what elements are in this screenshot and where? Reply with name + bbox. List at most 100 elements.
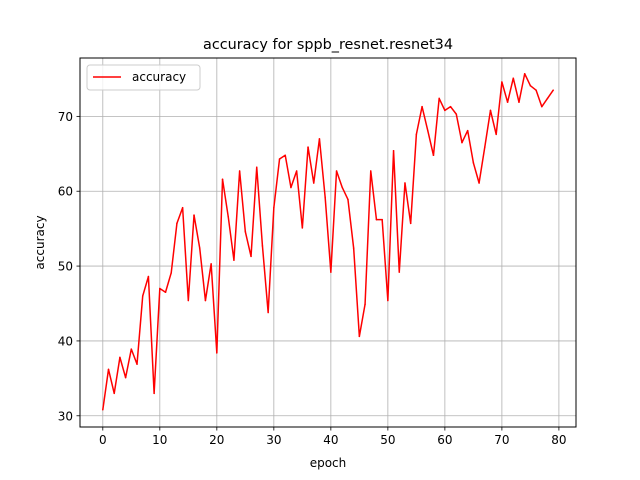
data-point — [478, 182, 480, 184]
chart-title: accuracy for sppb_resnet.resnet34 — [203, 37, 453, 53]
data-point — [159, 287, 161, 290]
data-point — [387, 299, 389, 302]
x-tick-label: 40 — [323, 433, 338, 447]
data-point — [278, 158, 281, 160]
data-point — [176, 222, 178, 225]
data-point — [318, 138, 321, 140]
data-point — [552, 89, 554, 91]
data-point — [466, 129, 469, 132]
x-tick-label: 50 — [380, 433, 395, 447]
data-point — [375, 218, 378, 221]
data-point — [529, 84, 532, 87]
data-point — [267, 311, 269, 314]
data-point — [238, 170, 241, 172]
data-point — [119, 356, 121, 359]
data-point — [324, 196, 326, 198]
x-tick-label: 70 — [494, 433, 509, 447]
data-point — [244, 230, 247, 233]
data-point — [312, 182, 315, 184]
data-point — [449, 105, 452, 108]
x-tick-label: 80 — [551, 433, 566, 447]
data-point — [364, 303, 366, 305]
data-point — [546, 97, 549, 100]
y-tick-label: 70 — [58, 110, 73, 124]
data-point — [153, 392, 155, 395]
data-point — [352, 247, 355, 249]
data-point — [489, 109, 492, 112]
data-point — [250, 255, 252, 258]
data-point — [210, 263, 212, 265]
legend-label-accuracy: accuracy — [132, 70, 186, 84]
tick-layer: 0 10 20 30 40 50 60 70 80 30 40 50 60 70 — [58, 110, 567, 447]
data-point — [255, 166, 258, 169]
data-point — [335, 170, 338, 172]
data-point — [284, 154, 286, 157]
data-point — [198, 247, 201, 249]
data-point — [392, 150, 395, 152]
data-point — [398, 271, 401, 273]
data-point — [512, 77, 515, 79]
data-point — [427, 129, 429, 132]
data-point — [461, 141, 463, 144]
data-point — [358, 335, 361, 338]
data-point — [107, 368, 110, 371]
data-point — [404, 182, 406, 184]
data-point — [204, 299, 207, 302]
data-point — [438, 97, 440, 100]
data-point — [124, 376, 127, 379]
data-point — [170, 272, 172, 274]
data-point — [227, 215, 229, 218]
data-point — [187, 299, 190, 302]
series-layer — [102, 72, 554, 411]
data-point — [409, 222, 412, 225]
data-point — [495, 133, 497, 136]
data-point — [535, 89, 537, 91]
legend: accuracy — [86, 64, 201, 91]
y-tick-label: 40 — [58, 334, 73, 348]
data-point — [432, 154, 435, 157]
data-point — [541, 105, 543, 108]
data-point — [261, 245, 264, 247]
data-point — [444, 109, 446, 112]
data-point — [273, 206, 275, 209]
data-point — [421, 105, 423, 108]
data-point — [415, 133, 418, 136]
data-point — [113, 392, 115, 395]
data-point — [501, 81, 503, 83]
data-point — [518, 101, 520, 103]
data-point — [301, 227, 304, 229]
data-point — [221, 178, 224, 181]
data-point — [290, 186, 292, 189]
data-point — [164, 291, 167, 294]
y-axis-label: accuracy — [33, 215, 47, 269]
x-tick-label: 20 — [209, 433, 224, 447]
data-point — [102, 409, 104, 411]
data-point — [147, 275, 150, 278]
x-tick-label: 30 — [266, 433, 281, 447]
y-tick-label: 50 — [58, 260, 73, 274]
data-point — [472, 162, 475, 164]
x-axis-label: epoch — [310, 456, 347, 470]
data-point — [523, 72, 526, 75]
data-point — [130, 348, 133, 350]
series-line-accuracy — [102, 72, 554, 410]
data-point — [484, 146, 486, 148]
data-point — [381, 218, 383, 221]
data-point — [506, 101, 509, 103]
data-point — [193, 214, 195, 216]
data-point — [181, 206, 184, 209]
data-point — [136, 363, 138, 365]
data-point — [330, 271, 332, 273]
data-point — [347, 198, 349, 201]
y-tick-label: 30 — [58, 409, 73, 423]
data-point — [141, 295, 144, 297]
data-point — [341, 186, 344, 189]
data-point — [233, 259, 235, 261]
data-point — [295, 170, 298, 172]
x-tick-label: 60 — [437, 433, 452, 447]
grid-lines — [80, 58, 576, 427]
legend-box — [86, 64, 201, 91]
x-tick-label: 0 — [99, 433, 107, 447]
y-tick-label: 60 — [58, 185, 73, 199]
